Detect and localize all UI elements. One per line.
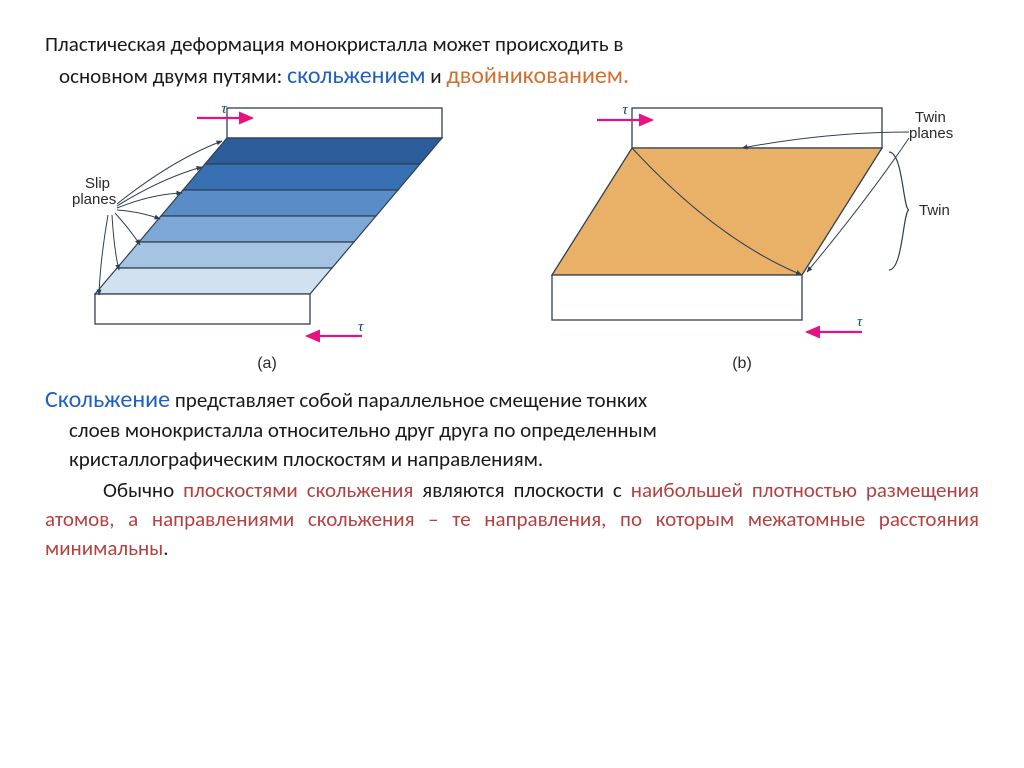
tau-bottom: τ	[358, 319, 364, 335]
tau-top: τ	[221, 101, 227, 117]
label-a: (a)	[257, 355, 277, 372]
label-twin: Twin	[919, 202, 950, 219]
tau-top-b: τ	[622, 102, 628, 118]
intro-line1: Пластическая деформация монокристалла мо…	[45, 30, 979, 59]
diagram-b-twin: τ τ Twin planes Twin (b)	[527, 100, 972, 375]
hl-slip-planes: плоскостями скольжения	[183, 477, 413, 503]
slip-emphasis-word: Скольжение	[45, 385, 170, 414]
label-twin-planes: Twin planes	[909, 109, 953, 142]
intro-paragraph: Пластическая деформация монокристалла мо…	[45, 30, 979, 92]
slip-description: Скольжение представляет собой параллельн…	[45, 383, 979, 474]
slip-planes-note: Обычно плоскостями скольжения являются п…	[45, 476, 979, 563]
word-slip: скольжением	[287, 61, 426, 90]
intro-line2: основном двумя путями: скольжением и дво…	[45, 59, 979, 92]
diagram-row: τ τ Slip planes (a)	[45, 100, 979, 375]
word-twin: двойникованием.	[446, 61, 629, 90]
diagram-a-slip: τ τ Slip planes (a)	[52, 100, 497, 375]
label-b: (b)	[732, 355, 752, 372]
label-slip-planes: Slip planes	[72, 175, 116, 208]
tau-bottom-b: τ	[857, 314, 863, 330]
